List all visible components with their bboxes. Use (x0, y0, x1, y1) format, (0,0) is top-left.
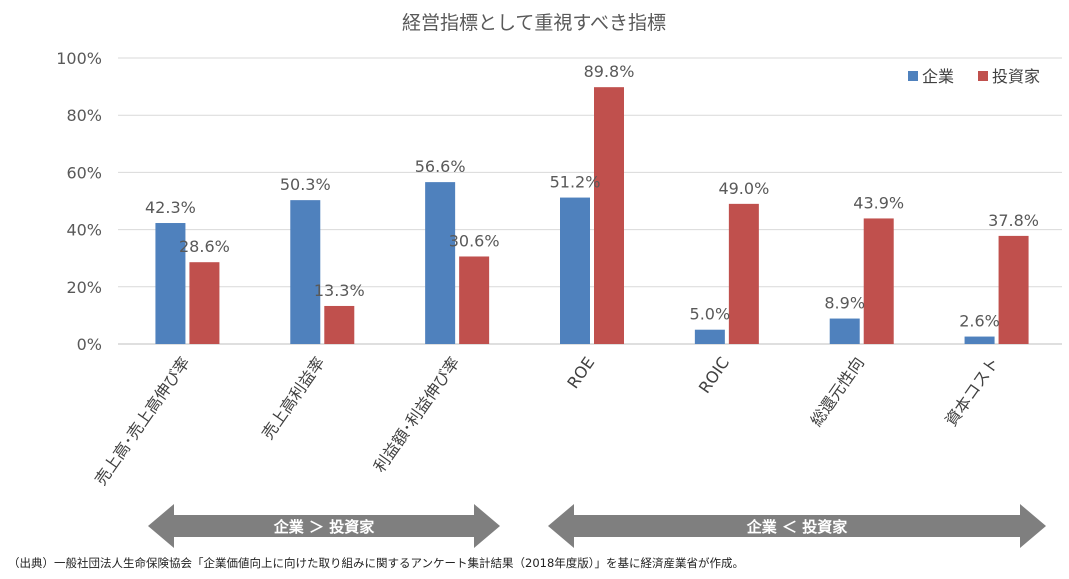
data-label: 28.6% (179, 237, 230, 256)
category-labels: 売上高･売上高伸び率 売上高利益率 利益額･利益伸び率 ROE ROIC 総還元性向 資本コ… (91, 353, 1003, 488)
bar-company-5 (829, 318, 860, 344)
legend-swatch-company (908, 71, 918, 81)
data-label: 49.0% (718, 179, 769, 198)
bar-investor-2 (459, 256, 490, 344)
source-footnote: （出典）一般社団法人生命保険協会「企業価値向上に向けた取り組みに関するアンケート… (8, 556, 745, 570)
legend-swatch-investor (978, 71, 988, 81)
data-label: 8.9% (824, 294, 865, 313)
y-tick-label: 80% (66, 106, 102, 125)
y-tick-label: 40% (66, 221, 102, 240)
bar-investor-3 (594, 87, 624, 344)
bar-company-6 (964, 336, 995, 344)
bars (155, 87, 1029, 344)
bar-investor-1 (324, 305, 355, 344)
data-label: 5.0% (690, 305, 731, 324)
category-label: 売上高利益率 (258, 353, 329, 443)
left-double-arrow (148, 504, 500, 548)
data-label: 89.8% (584, 62, 635, 81)
bar-investor-6 (998, 235, 1029, 344)
bar-investor-0 (189, 262, 220, 344)
y-axis-ticks: 0% 20% 40% 60% 80% 100% (56, 49, 102, 354)
bar-company-2 (425, 182, 456, 344)
legend: 企業 投資家 (908, 67, 1040, 86)
right-arrow-label: 企業 ＜ 投資家 (746, 518, 847, 536)
data-label: 50.3% (280, 175, 331, 194)
y-tick-label: 0% (77, 335, 102, 354)
category-label: 資本コスト (941, 353, 1002, 429)
bar-investor-5 (863, 218, 894, 344)
category-label: 利益額･利益伸び率 (370, 353, 464, 475)
category-label: ROIC (695, 353, 733, 396)
category-label: ROE (563, 353, 598, 392)
bar-company-3 (560, 197, 590, 344)
right-double-arrow (548, 504, 1046, 548)
comparison-arrows: 企業 ＞ 投資家 企業 ＜ 投資家 (148, 504, 1046, 548)
data-label: 37.8% (988, 211, 1039, 230)
data-label: 42.3% (145, 198, 196, 217)
left-arrow-label: 企業 ＞ 投資家 (273, 518, 374, 536)
bar-company-0 (155, 223, 186, 344)
data-label: 13.3% (314, 281, 365, 300)
data-label: 56.6% (415, 157, 466, 176)
data-label: 51.2% (550, 173, 601, 192)
bar-company-1 (290, 200, 321, 344)
legend-label: 企業 (922, 67, 954, 86)
data-label: 2.6% (959, 312, 1000, 331)
legend-label: 投資家 (992, 67, 1040, 86)
data-label: 43.9% (853, 193, 904, 212)
data-label: 30.6% (449, 231, 500, 250)
bar-investor-4 (728, 203, 759, 344)
chart-title: 経営指標として重視すべき指標 (402, 12, 666, 34)
category-label: 総還元性向 (807, 353, 868, 429)
data-labels: 42.3% 28.6% 50.3% 13.3% 56.6% 30.6% 51.2% 89.8%… (145, 62, 1039, 330)
y-tick-label: 100% (56, 49, 102, 68)
y-tick-label: 20% (66, 278, 102, 297)
category-label: 売上高･売上高伸び率 (91, 353, 194, 488)
y-tick-label: 60% (66, 163, 102, 182)
bar-company-4 (694, 329, 725, 344)
